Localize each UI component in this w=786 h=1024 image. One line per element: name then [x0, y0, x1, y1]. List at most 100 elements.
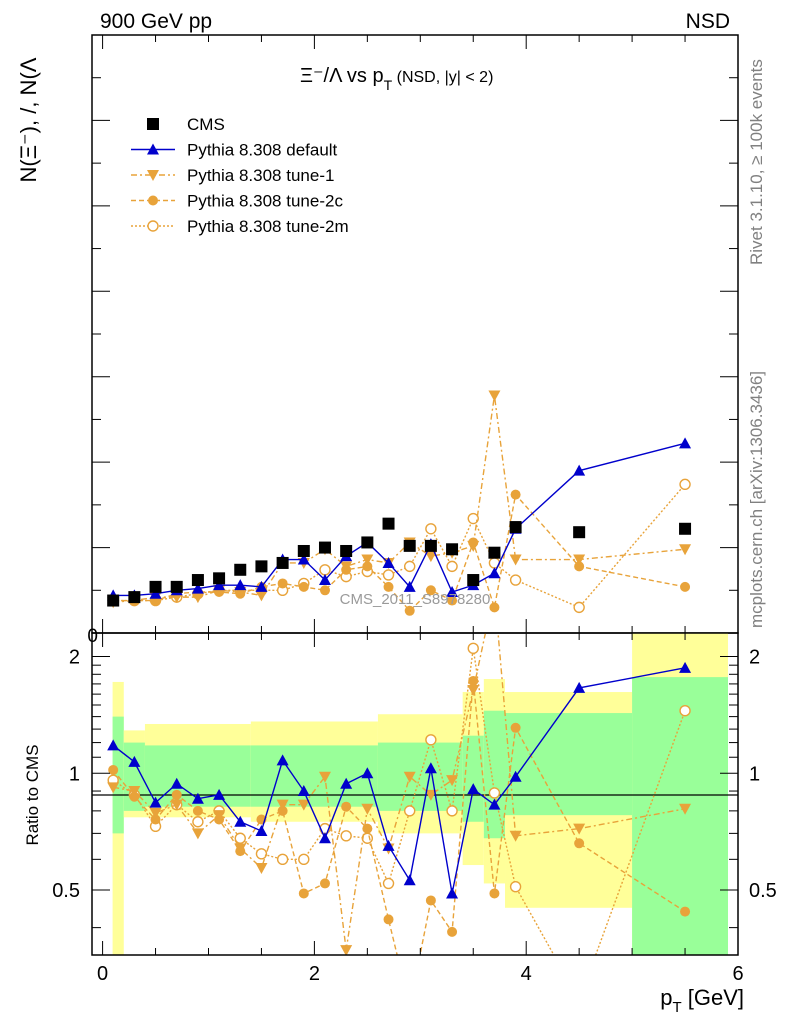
legend-marker-pythia-8-308-tune-1 [147, 170, 159, 181]
top-point-cms [276, 556, 289, 569]
ratio-band-inner [462, 735, 484, 822]
plot-title: Ξ⁻/Λ vs pT (NSD, |y| < 2) [300, 65, 493, 93]
ratio-uncertainty-bands [112, 633, 728, 955]
top-point-pythia-8-308-tune-2m [319, 564, 331, 576]
top-series-line-pythia-8-308-tune-2m [113, 483, 686, 609]
top-point-cms [297, 544, 310, 557]
legend-marker-cms [147, 118, 159, 130]
ratio-point-pythia-8-308-tune-1 [446, 775, 459, 787]
ratio-panel-ticks: 0 2 4 6 0.5 0.5 1 1 2 2 [52, 633, 777, 985]
top-point-pythia-8-308-tune-1 [361, 554, 374, 566]
top-point-pythia-8-308-tune-1 [191, 592, 204, 604]
x-axis-label-main: p [660, 985, 672, 1010]
top-point-pythia-8-308-default [234, 579, 247, 591]
legend-label-pythia-8-308-tune-2m: Pythia 8.308 tune-2m [187, 217, 349, 236]
ratio-point-pythia-8-308-default [679, 661, 692, 673]
plot-title-tail: (NSD, |y| < 2) [392, 69, 493, 86]
ratio-point-pythia-8-308-tune-2c [447, 926, 458, 937]
ratio-point-pythia-8-308-tune-2m [255, 848, 268, 860]
analysis-watermark: CMS_2011_S8978280 [340, 591, 491, 608]
ratio-point-pythia-8-308-tune-2m [467, 642, 479, 655]
ratio-point-pythia-8-308-tune-2m [488, 787, 501, 799]
ratio-point-pythia-8-308-tune-2m [340, 830, 352, 842]
ratio-point-pythia-8-308-tune-1 [340, 945, 353, 955]
top-point-cms [467, 574, 480, 587]
top-point-cms [361, 536, 374, 549]
ratio-point-pythia-8-308-tune-2m [404, 805, 416, 817]
ratio-point-pythia-8-308-tune-2c [298, 888, 309, 899]
ratio-point-pythia-8-308-default [424, 762, 437, 774]
ratio-y-tick-label-left: 2 [69, 647, 80, 669]
ratio-point-pythia-8-308-tune-1 [424, 789, 437, 801]
ratio-x-tick-label: 4 [521, 963, 532, 985]
ratio-point-pythia-8-308-tune-1 [403, 771, 416, 783]
legend-label-pythia-8-308-tune-2c: Pythia 8.308 tune-2c [187, 192, 343, 211]
ratio-point-pythia-8-308-tune-1 [297, 799, 310, 811]
ratio-point-pythia-8-308-tune-1 [509, 830, 522, 842]
side-label-rivet: Rivet 3.1.10, ≥ 100k events [747, 59, 766, 265]
top-series-line-pythia-8-308-tune-2c [113, 493, 686, 612]
top-panel-data [107, 390, 692, 616]
top-point-pythia-8-308-default [191, 582, 204, 594]
top-point-pythia-8-308-tune-2m [382, 569, 395, 581]
x-axis-label-tail: [GeV] [682, 985, 744, 1010]
ratio-point-pythia-8-308-default [107, 739, 120, 751]
ratio-x-tick-label: 2 [309, 963, 320, 985]
top-point-cms [403, 539, 416, 552]
legend-label-pythia-8-308-tune-1: Pythia 8.308 tune-1 [187, 166, 334, 185]
ratio-band-inner [483, 710, 506, 839]
legend: CMS Pythia 8.308 default Pythia 8.308 tune… [131, 115, 349, 236]
top-point-cms [149, 580, 162, 593]
plot-title-main: Ξ⁻/Λ vs p [300, 65, 384, 87]
ratio-point-pythia-8-308-tune-2c [277, 805, 288, 816]
ratio-x-tick-label: 0 [97, 963, 108, 985]
top-point-pythia-8-308-default [149, 587, 162, 599]
top-series-line-pythia-8-308-tune-1 [113, 395, 686, 603]
ratio-point-pythia-8-308-tune-1 [318, 771, 331, 783]
ratio-point-pythia-8-308-tune-1 [234, 843, 247, 855]
x-axis-label-sub: T [672, 999, 681, 1016]
ratio-point-pythia-8-308-default [340, 777, 353, 789]
top-point-cms [128, 591, 141, 604]
ratio-band-inner [112, 716, 124, 834]
top-point-pythia-8-308-tune-1 [340, 561, 353, 573]
top-point-pythia-8-308-tune-1 [573, 554, 586, 566]
ratio-point-pythia-8-308-default [213, 788, 226, 800]
top-point-pythia-8-308-tune-1 [679, 544, 692, 556]
top-point-pythia-8-308-default [213, 579, 226, 591]
ratio-point-pythia-8-308-tune-2c [468, 675, 479, 686]
x-axis-label: pT [GeV] [660, 985, 744, 1016]
top-point-pythia-8-308-default [679, 437, 692, 449]
top-point-pythia-8-308-tune-2c [680, 581, 691, 592]
ratio-y-axis-label: Ratio to CMS [23, 744, 42, 845]
ratio-point-pythia-8-308-default [170, 777, 183, 789]
ratio-point-pythia-8-308-default [382, 839, 395, 851]
top-series-line-pythia-8-308-default [113, 442, 686, 597]
top-point-pythia-8-308-default [382, 556, 395, 568]
ratio-point-pythia-8-308-tune-2m [276, 853, 289, 866]
top-point-pythia-8-308-tune-2m [573, 601, 585, 614]
ratio-point-pythia-8-308-default [297, 785, 310, 797]
ratio-point-pythia-8-308-tune-1 [276, 799, 289, 811]
top-point-pythia-8-308-tune-1 [255, 590, 268, 602]
top-point-pythia-8-308-tune-2c [574, 561, 585, 572]
ratio-series-pythia-8-308-tune-1 [107, 633, 692, 955]
top-point-pythia-8-308-tune-2c [489, 602, 500, 613]
ratio-series-pythia-8-308-tune-2c [108, 675, 691, 955]
ratio-point-pythia-8-308-tune-1 [361, 803, 374, 815]
ratio-point-pythia-8-308-tune-1 [170, 799, 183, 811]
ratio-point-pythia-8-308-default [234, 815, 247, 827]
top-point-pythia-8-308-tune-1 [488, 390, 501, 402]
side-label-mcplots: mcplots.cern.ch [arXiv:1306.3436] [747, 371, 766, 628]
header-right-label: NSD [686, 10, 730, 33]
top-point-cms [213, 572, 226, 585]
ratio-point-pythia-8-308-tune-2c [108, 764, 119, 775]
top-point-pythia-8-308-tune-2c [298, 581, 309, 592]
top-point-pythia-8-308-tune-2c [277, 578, 288, 589]
ratio-point-pythia-8-308-tune-2c [319, 878, 330, 889]
ratio-point-pythia-8-308-tune-2c [150, 814, 161, 825]
ratio-point-pythia-8-308-tune-2c [171, 789, 182, 800]
top-point-pythia-8-308-tune-2c [510, 489, 521, 500]
top-point-pythia-8-308-tune-2c [425, 585, 436, 596]
top-point-pythia-8-308-tune-2c [383, 581, 394, 592]
